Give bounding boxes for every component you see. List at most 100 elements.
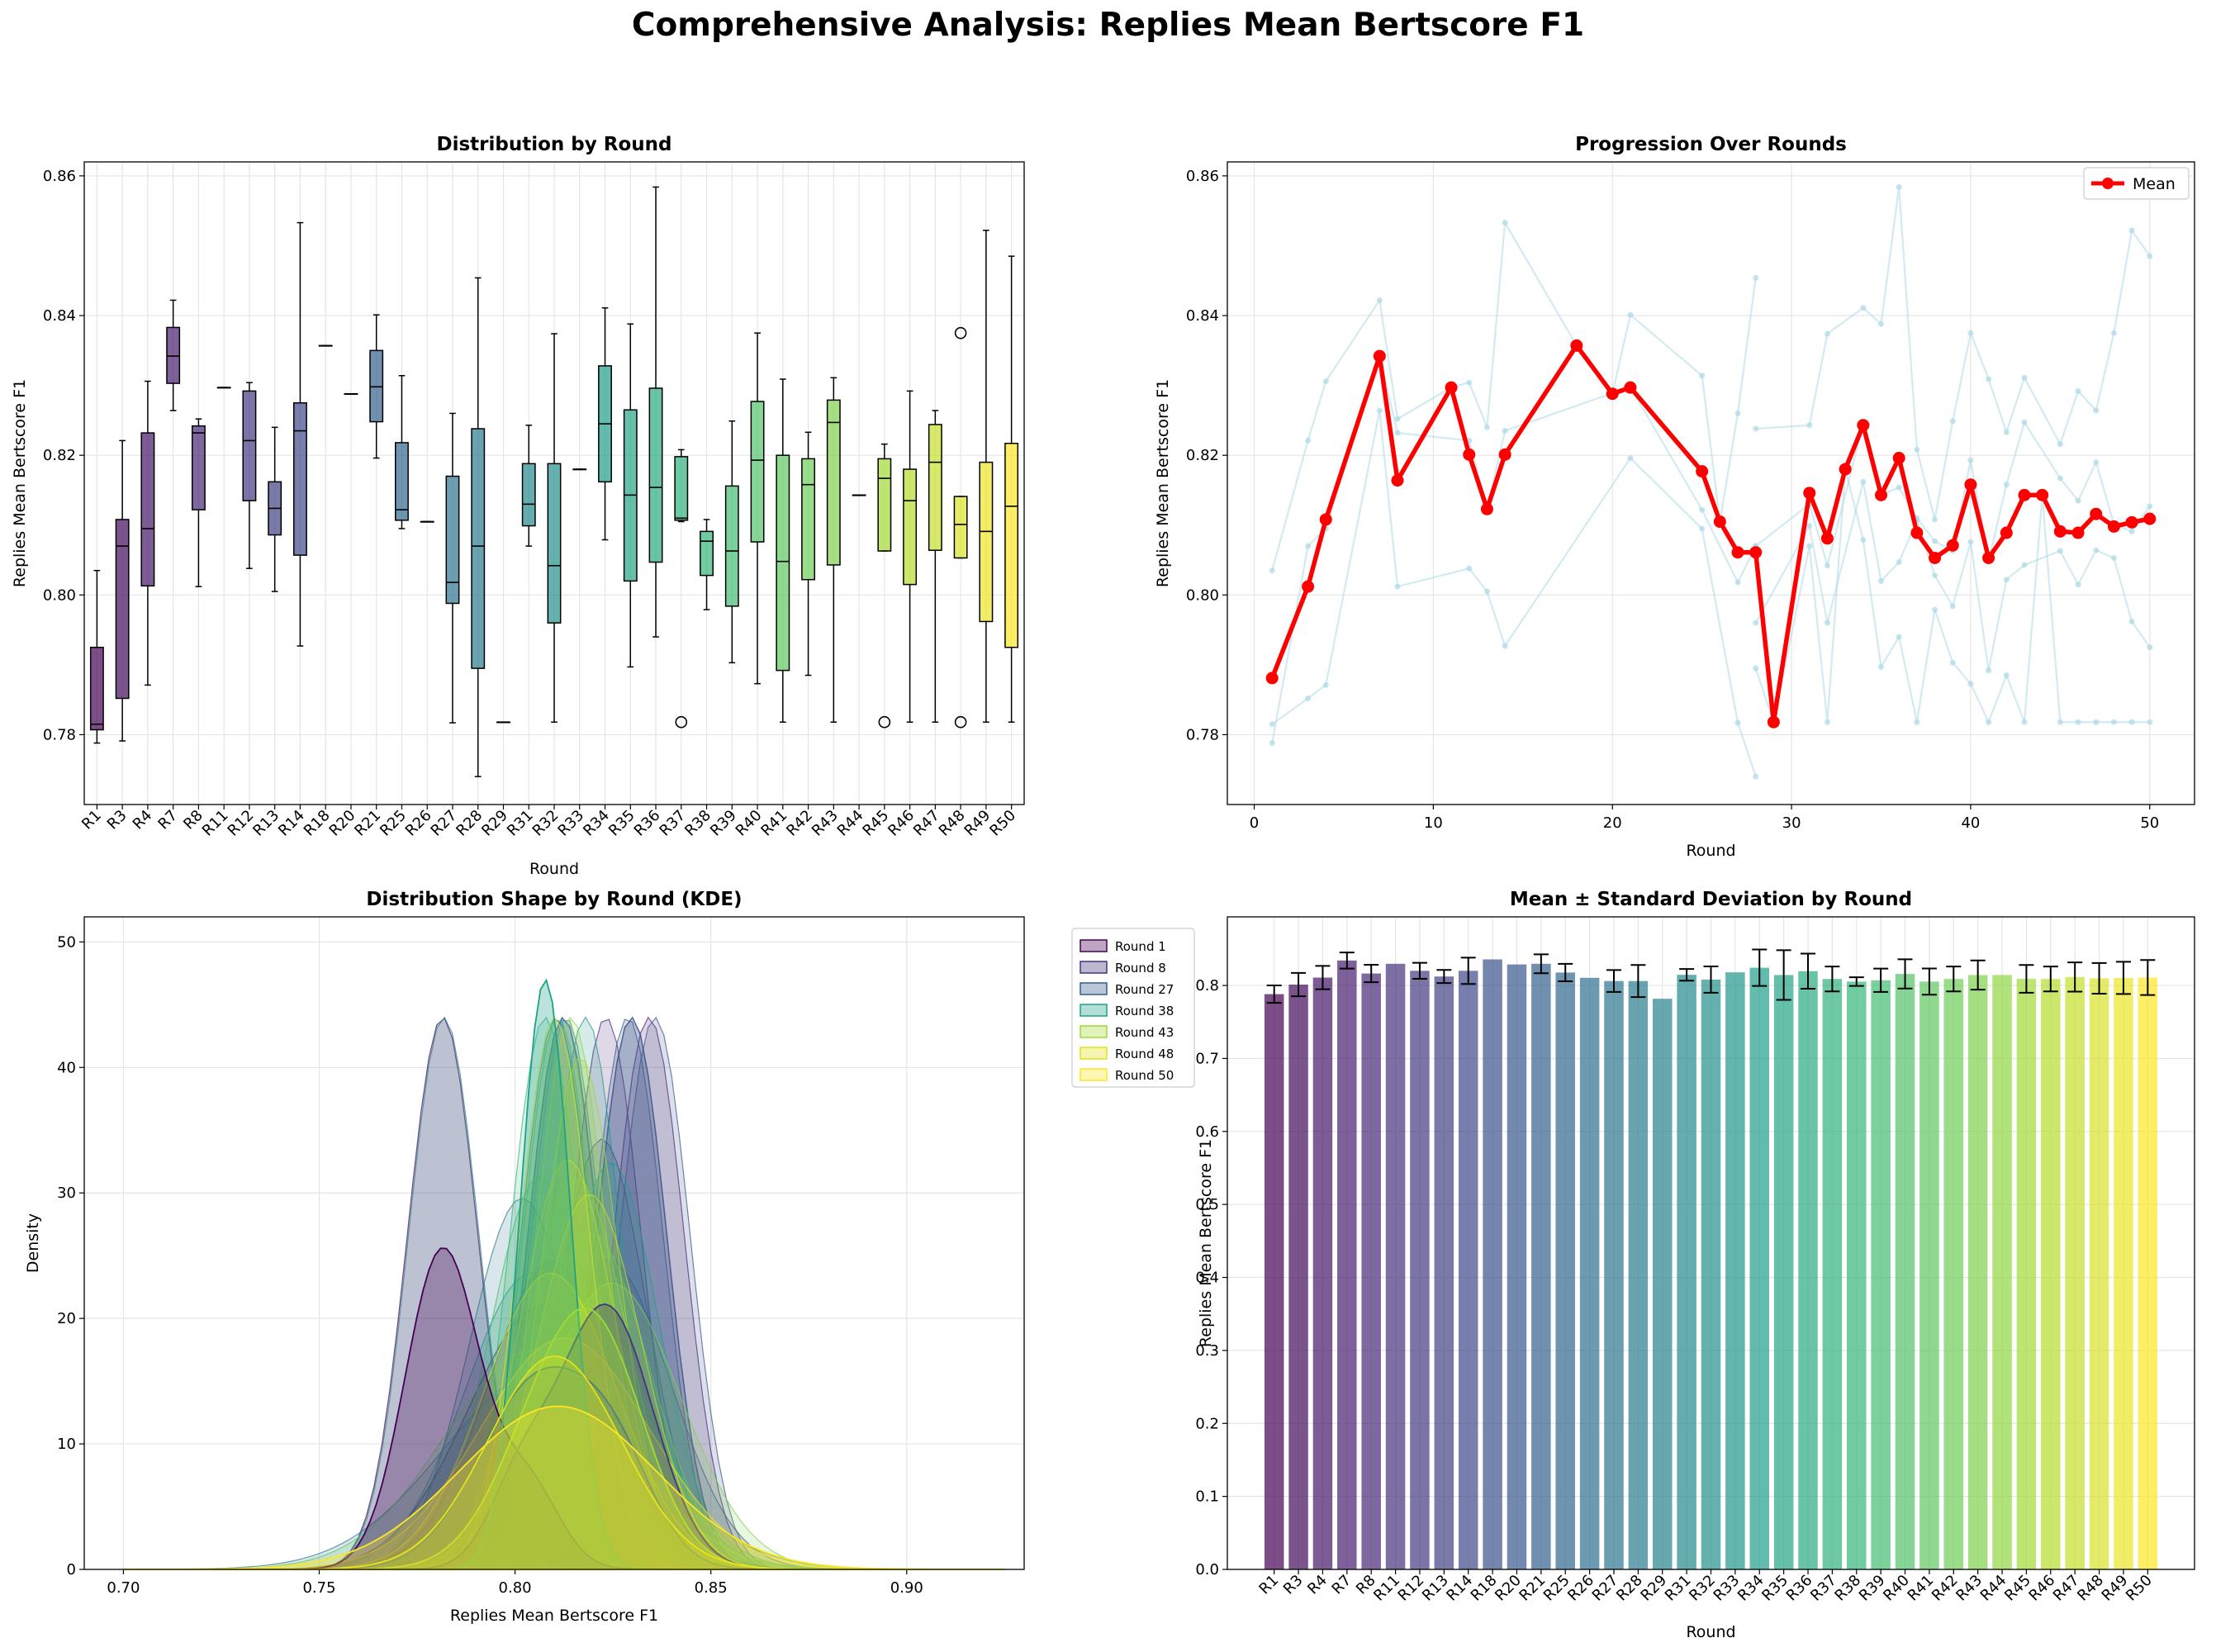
panel-title: Mean ± Standard Deviation by Round [1510, 889, 1912, 910]
y-tick-label: 0.4 [1195, 1270, 1219, 1287]
x-tick-label: R7 [1329, 1572, 1355, 1598]
trace-point [1860, 478, 1867, 485]
y-tick-label: 0.80 [43, 586, 76, 604]
x-tick-label: 0.75 [302, 1579, 335, 1597]
trace-point [1627, 311, 1634, 318]
y-tick-label: 0.0 [1195, 1561, 1219, 1578]
box-R32 [547, 463, 562, 624]
legend-swatch [1080, 982, 1108, 995]
trace-point [2110, 554, 2117, 561]
outlier-point [675, 715, 688, 729]
x-tick-label: 0.90 [890, 1579, 923, 1597]
trace-point [1878, 320, 1885, 327]
trace-point [1860, 305, 1867, 311]
x-tick-label: R35 [605, 807, 638, 840]
trace-point [2147, 644, 2153, 651]
box-R8 [191, 425, 206, 510]
box-R21 [369, 349, 384, 423]
box-R46 [903, 468, 918, 586]
trace-point [1932, 606, 1938, 613]
x-tick-label: R36 [631, 807, 664, 840]
trace-point [1394, 415, 1401, 422]
x-tick-label: R32 [529, 807, 562, 840]
x-tick-label: 0.85 [695, 1579, 728, 1597]
legend-swatch [1080, 1047, 1108, 1060]
trace-point [1986, 719, 1992, 725]
bar-R39 [1871, 980, 1891, 1569]
x-tick-label: R26 [402, 807, 435, 840]
trace-point [1466, 565, 1473, 572]
x-tick-label: R12 [225, 807, 258, 840]
mean-point [1982, 551, 1995, 564]
x-tick-label: R1 [1255, 1572, 1282, 1598]
legend-box [2083, 167, 2190, 200]
trace-point [1949, 659, 1956, 666]
y-tick-label: 0.82 [43, 447, 76, 464]
box-R31 [521, 463, 536, 527]
bar-R40 [1895, 974, 1915, 1569]
bar-R18 [1483, 959, 1502, 1569]
mean-point [2071, 526, 2085, 539]
mean-point [1319, 513, 1332, 526]
panel-title: Progression Over Rounds [1575, 134, 1847, 155]
mean-point [1302, 580, 1315, 593]
trace-point [1967, 457, 1974, 463]
trace-point [1753, 773, 1759, 780]
y-tick-label: 0.1 [1195, 1488, 1219, 1506]
y-tick-label: 0.84 [1186, 307, 1219, 325]
legend-marker [2102, 178, 2114, 189]
mean-point [1803, 487, 1816, 500]
bar-R43 [1967, 975, 1988, 1569]
trace-point [1932, 572, 1938, 579]
bar-R31 [1677, 975, 1696, 1569]
y-tick-label: 0.6 [1195, 1123, 1219, 1141]
mean-point [1391, 474, 1404, 487]
trace-point [2003, 482, 2010, 488]
trace-point [1322, 378, 1329, 385]
x-tick-label: R1 [78, 807, 105, 833]
trace-point [1753, 274, 1759, 281]
mean-point [1820, 532, 1834, 545]
trace-point [1824, 563, 1830, 569]
x-tick-label: R37 [656, 807, 689, 840]
x-tick-label: R50 [2123, 1572, 2156, 1605]
outlier-point [954, 326, 967, 339]
mean-point [2000, 526, 2013, 539]
x-tick-label: R11 [199, 807, 232, 840]
trace-point [1753, 665, 1759, 672]
legend-label: Round 50 [1115, 1068, 1174, 1083]
trace-point [1914, 719, 1920, 725]
kde-panel: 0.70 0.75 0.80 0.85 0.90 0 10 20 30 40 50 Round 1 Ro… [24, 889, 1195, 1625]
x-tick-label: 0.70 [107, 1579, 140, 1597]
y-tick-label: 20 [57, 1310, 76, 1327]
trace-point [1394, 583, 1401, 590]
trace-point [2093, 407, 2100, 414]
x-axis-label: Round [1686, 1623, 1735, 1641]
box-R42 [801, 458, 816, 581]
x-tick-label: R40 [733, 807, 766, 840]
x-tick-label: R50 [986, 807, 1019, 840]
page-title: Comprehensive Analysis: Replies Mean Ber… [631, 7, 1585, 44]
mean-point [1875, 488, 1888, 501]
box-R1 [89, 646, 104, 731]
trace-point [2075, 387, 2081, 394]
mean-line [1269, 343, 2151, 724]
bar-R35 [1773, 975, 1794, 1569]
trace-point [2075, 497, 2081, 504]
x-tick-label: R41 [757, 807, 790, 840]
bar-R38 [1847, 981, 1867, 1569]
trace-point [1949, 603, 1956, 610]
x-tick-label: 40 [1961, 814, 1980, 832]
x-axis-label: Replies Mean Bertscore F1 [450, 1607, 658, 1625]
y-tick-label: 0.3 [1195, 1342, 1219, 1360]
y-axis-label: Replies Mean Bertscore F1 [1197, 1139, 1215, 1347]
y-tick-label: 30 [57, 1184, 76, 1202]
trace-point [2147, 719, 2153, 725]
box-R49 [979, 461, 994, 623]
trace-point [2075, 582, 2081, 588]
trace-point [2021, 419, 2028, 425]
y-tick-label: 0.2 [1195, 1415, 1219, 1432]
trace-point [1305, 695, 1312, 701]
x-tick-label: R3 [1280, 1572, 1307, 1598]
